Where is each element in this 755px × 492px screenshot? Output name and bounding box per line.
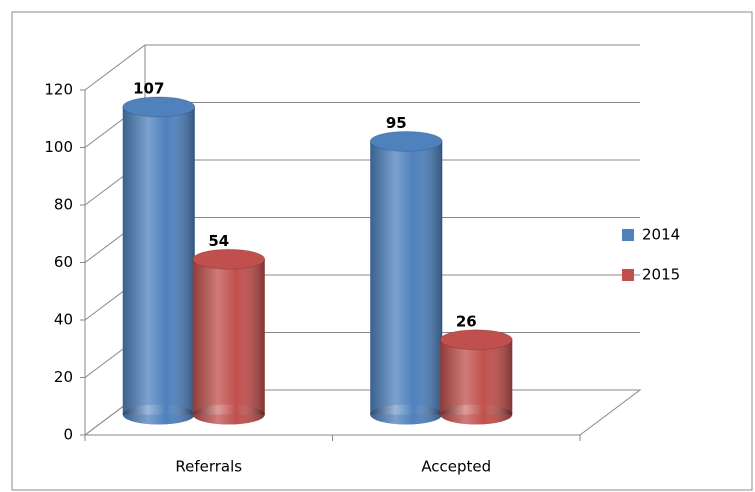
bar bbox=[122, 96, 196, 425]
bar-shade bbox=[370, 141, 443, 415]
y-tick-label: 100 bbox=[44, 138, 73, 156]
grid-line bbox=[84, 44, 640, 91]
x-tick-label: Accepted bbox=[421, 458, 491, 476]
y-tick-label: 40 bbox=[54, 311, 73, 329]
data-label: 95 bbox=[386, 114, 407, 132]
data-label: 107 bbox=[133, 79, 164, 97]
bar-top bbox=[369, 130, 443, 152]
data-label: 26 bbox=[456, 312, 477, 330]
legend-swatch bbox=[622, 269, 634, 281]
bar-shade bbox=[192, 259, 265, 415]
y-tick-label: 20 bbox=[54, 368, 73, 386]
legend-label: 2014 bbox=[642, 226, 680, 244]
chart-border bbox=[11, 11, 753, 491]
legend-label: 2015 bbox=[642, 266, 680, 284]
data-label: 54 bbox=[208, 232, 229, 250]
y-tick-label: 0 bbox=[63, 426, 73, 444]
legend-swatch bbox=[622, 229, 634, 241]
bar-shade bbox=[440, 339, 513, 415]
bar bbox=[369, 130, 443, 425]
bar-shade bbox=[122, 106, 195, 415]
bar bbox=[192, 248, 266, 425]
y-tick-label: 120 bbox=[44, 81, 73, 99]
x-tick-label: Referrals bbox=[175, 458, 242, 476]
y-tick-label: 80 bbox=[54, 196, 73, 214]
bar-top bbox=[122, 96, 196, 118]
bar bbox=[439, 329, 513, 425]
y-tick-label: 60 bbox=[54, 253, 73, 271]
bar-top bbox=[439, 329, 513, 351]
bar-top bbox=[192, 248, 266, 270]
